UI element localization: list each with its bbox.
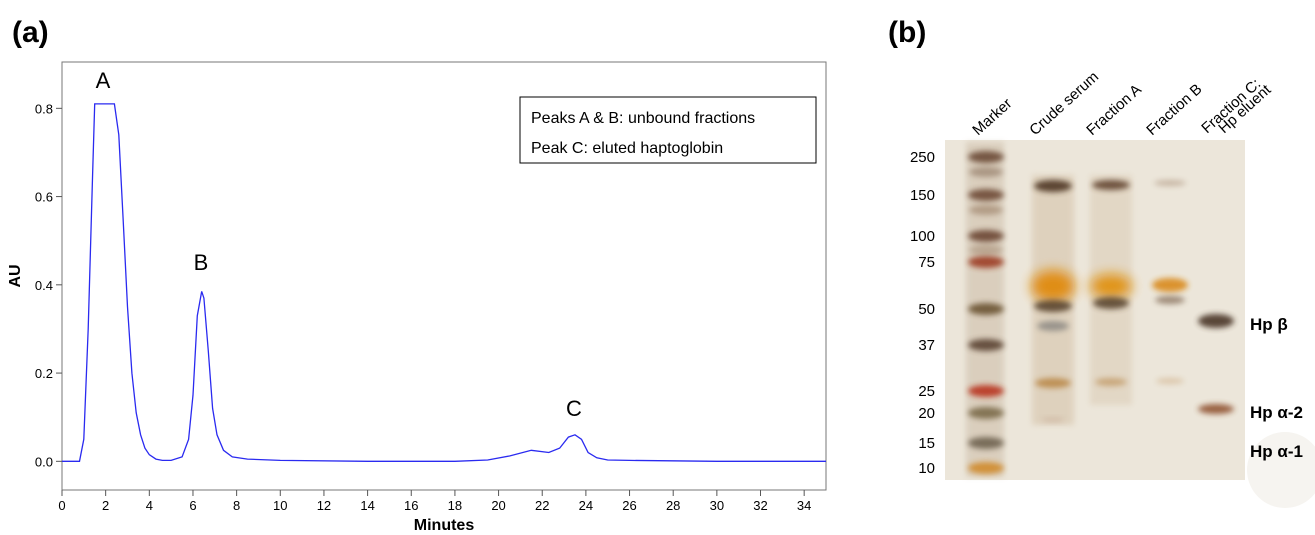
gel-band: [1095, 378, 1127, 386]
panel-label: (b): [888, 16, 926, 49]
gel-band: [969, 245, 1003, 255]
x-tick-label: 20: [491, 498, 505, 513]
gel-band: [1156, 378, 1184, 384]
gel-band: [1198, 404, 1234, 414]
figure-canvas: (a) (b) Minutes AU Peaks A & B: unbound …: [0, 0, 1315, 535]
gel-band: [968, 256, 1004, 268]
band-label: Hp α-1: [1250, 442, 1303, 461]
x-tick-label: 32: [753, 498, 767, 513]
gel-band: [1034, 300, 1072, 312]
x-tick-label: 28: [666, 498, 680, 513]
gel-band: [1031, 270, 1075, 302]
gel-band: [1037, 321, 1069, 331]
y-tick-label: 0.4: [35, 278, 53, 293]
marker-label: 10: [918, 460, 935, 477]
marker-label: 15: [918, 435, 935, 452]
gel-band: [968, 339, 1004, 351]
x-tick-label: 30: [710, 498, 724, 513]
gel-band: [1041, 418, 1065, 422]
peak-label: C: [566, 396, 582, 421]
gel-band: [968, 385, 1004, 397]
x-tick-label: 10: [273, 498, 287, 513]
gel-band: [1090, 274, 1132, 298]
marker-label: 75: [918, 254, 935, 271]
gel-band: [968, 462, 1004, 474]
x-tick-label: 18: [448, 498, 462, 513]
y-tick-label: 0.8: [35, 101, 53, 116]
x-tick-label: 34: [797, 498, 811, 513]
gel-band: [1035, 378, 1071, 388]
gel-band: [1034, 180, 1072, 192]
gel-band: [1154, 180, 1186, 186]
x-axis-label: Minutes: [414, 517, 475, 534]
gel-band: [968, 407, 1004, 419]
y-tick-label: 0.6: [35, 190, 53, 205]
x-tick-label: 0: [58, 498, 65, 513]
x-tick-label: 26: [622, 498, 636, 513]
gel-band: [1092, 180, 1130, 190]
peak-label: B: [194, 250, 209, 275]
gel-band: [968, 189, 1004, 201]
peak-label: A: [96, 68, 111, 93]
x-tick-label: 24: [579, 498, 593, 513]
x-tick-label: 14: [360, 498, 374, 513]
marker-label: 50: [918, 301, 935, 318]
x-tick-label: 4: [146, 498, 153, 513]
marker-label: 150: [910, 187, 935, 204]
panel-label: (a): [12, 16, 49, 49]
gel-band: [968, 303, 1004, 315]
gel-band: [1155, 296, 1185, 304]
gel-band: [1198, 314, 1234, 328]
y-tick-label: 0.2: [35, 366, 53, 381]
gel-band: [968, 230, 1004, 242]
gel-band: [1093, 297, 1129, 309]
lane-label: Fraction B: [1143, 81, 1205, 139]
marker-label: 100: [910, 228, 935, 245]
x-tick-label: 12: [317, 498, 331, 513]
x-tick-label: 6: [189, 498, 196, 513]
x-tick-label: 2: [102, 498, 109, 513]
lane-label: Marker: [969, 95, 1015, 139]
lane-label: Fraction A: [1083, 81, 1145, 139]
band-label: Hp β: [1250, 315, 1288, 334]
gel-band: [969, 205, 1003, 215]
x-tick-label: 8: [233, 498, 240, 513]
y-tick-label: 0.0: [35, 454, 53, 469]
gel-band: [969, 167, 1003, 177]
note-text: Peaks A & B: unbound fractions: [531, 110, 755, 127]
note-text: Peak C: eluted haptoglobin: [531, 140, 723, 157]
gel-band: [968, 437, 1004, 449]
marker-label: 37: [918, 337, 935, 354]
gel-band: [968, 151, 1004, 163]
marker-label: 250: [910, 149, 935, 166]
figure: (a) (b) Minutes AU Peaks A & B: unbound …: [0, 0, 1315, 535]
x-tick-label: 22: [535, 498, 549, 513]
gel-band: [1152, 278, 1188, 292]
x-tick-label: 16: [404, 498, 418, 513]
y-axis-label: AU: [7, 264, 24, 287]
band-label: Hp α-2: [1250, 403, 1303, 422]
marker-label: 20: [918, 405, 935, 422]
marker-label: 25: [918, 383, 935, 400]
